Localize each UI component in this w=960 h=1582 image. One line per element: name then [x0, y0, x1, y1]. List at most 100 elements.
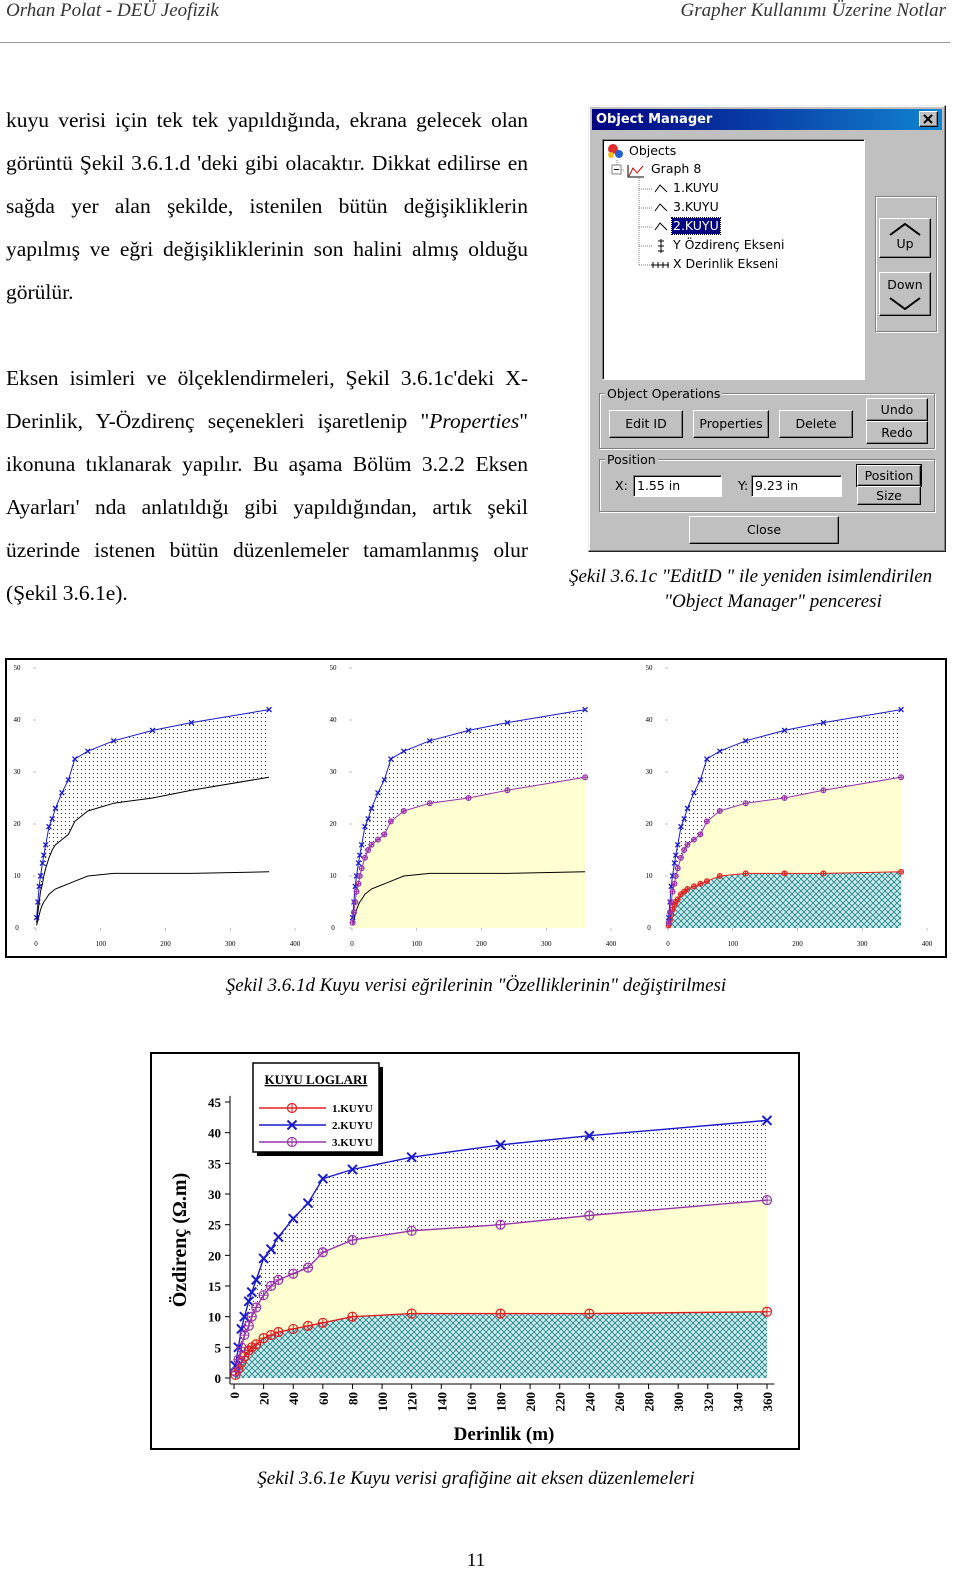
- x-tick-label: 200: [792, 940, 803, 948]
- data-point: [761, 1115, 773, 1126]
- header-right: Grapher Kullanımı Üzerine Notlar: [680, 0, 946, 21]
- data-point: [273, 1231, 284, 1243]
- tree-item-selected[interactable]: 2.KUYU: [671, 217, 721, 235]
- data-point: [681, 815, 688, 822]
- data-point: [406, 1225, 417, 1236]
- size-button[interactable]: Size: [857, 486, 921, 505]
- y-tick-label: 45: [208, 1095, 222, 1110]
- series-line: [36, 709, 270, 918]
- data-point: [243, 1296, 255, 1307]
- data-point: [59, 789, 65, 796]
- data-point: [426, 800, 433, 807]
- data-point: [504, 787, 511, 794]
- edit-id-button[interactable]: Edit ID: [609, 410, 683, 438]
- tree-item[interactable]: Objects: [629, 143, 677, 158]
- y-tick-label: 35: [208, 1156, 222, 1171]
- x-tick-label: 300: [541, 940, 552, 948]
- marker-cross: [666, 920, 672, 926]
- data-point: [703, 756, 710, 762]
- marker-x: [356, 852, 363, 859]
- x-tick-label: 340: [730, 1392, 745, 1412]
- data-point: [265, 1244, 277, 1255]
- data-point: [465, 794, 472, 801]
- data-point: [742, 737, 749, 744]
- data-point: [584, 1130, 595, 1141]
- marker-cross: [287, 1137, 297, 1147]
- tree-item[interactable]: 1.KUYU: [673, 180, 719, 195]
- data-point: [358, 865, 365, 872]
- y-tick-label: 10: [208, 1310, 221, 1325]
- y-tick-label: 0: [215, 1371, 222, 1386]
- fill-area: [352, 709, 586, 923]
- data-point: [365, 815, 372, 822]
- tree-item[interactable]: Graph 8: [651, 161, 702, 176]
- marker-cross: [407, 1309, 417, 1319]
- tree-item[interactable]: 3.KUYU: [673, 199, 719, 214]
- x-tick-label: 160: [464, 1392, 479, 1412]
- marker-cross: [782, 871, 787, 876]
- marker-cross: [365, 847, 371, 853]
- marker-cross: [273, 1327, 283, 1337]
- data-point: [716, 748, 723, 755]
- marker-x: [387, 756, 394, 762]
- series-line: [36, 871, 270, 926]
- close-icon[interactable]: [919, 111, 938, 127]
- undo-button[interactable]: Undo: [866, 398, 928, 421]
- properties-button[interactable]: Properties: [693, 410, 769, 438]
- paragraph: Eksen isimleri ve ölçeklendirmeleri, Şek…: [6, 357, 528, 615]
- marker-x: [375, 789, 381, 796]
- data-point: [465, 727, 472, 734]
- marker-cross: [259, 1333, 269, 1343]
- x-tick-label: 100: [375, 1392, 390, 1412]
- redo-button[interactable]: Redo: [866, 421, 928, 444]
- x-tick-label: 300: [225, 940, 236, 948]
- up-button[interactable]: Up: [879, 218, 931, 258]
- marker-x: [266, 706, 272, 713]
- data-point: [426, 737, 433, 744]
- data-point: [671, 860, 678, 866]
- marker-cross: [685, 886, 690, 892]
- x-tick-label: 80: [345, 1392, 360, 1405]
- marker-cross: [670, 889, 675, 894]
- x-tick-label: 120: [405, 1392, 420, 1412]
- tree-item[interactable]: Y Özdirenç Ekseni: [673, 237, 785, 252]
- legend-label: 3.KUYU: [332, 1137, 373, 1149]
- down-button[interactable]: Down: [879, 272, 931, 316]
- fill-area: [352, 777, 586, 928]
- marker-cross: [782, 795, 787, 801]
- down-arrow: [889, 297, 921, 311]
- tree-item[interactable]: X Derinlik Ekseni: [673, 256, 779, 271]
- marker-cross: [273, 1275, 283, 1285]
- x-field[interactable]: 1.55 in: [633, 475, 722, 497]
- data-point: [674, 865, 681, 872]
- delete-button[interactable]: Delete: [779, 410, 853, 438]
- data-point: [239, 1329, 250, 1341]
- marker-cross: [675, 897, 681, 902]
- marker-cross: [668, 899, 674, 905]
- x-tick-label: 0: [227, 1392, 242, 1399]
- data-point: [317, 1317, 328, 1328]
- data-point: [265, 1280, 277, 1292]
- data-point: [781, 870, 788, 877]
- marker-cross: [236, 1342, 246, 1352]
- x-tick-label: 240: [582, 1392, 597, 1412]
- marker-cross: [375, 837, 381, 842]
- close-button[interactable]: Close: [689, 516, 839, 544]
- data-point: [37, 873, 44, 879]
- data-point: [302, 1320, 314, 1331]
- data-point: [691, 789, 697, 796]
- data-point: [742, 870, 749, 877]
- data-point: [288, 1323, 299, 1335]
- text-italic: Properties: [429, 409, 520, 433]
- legend-label: 1.KUYU: [332, 1103, 373, 1115]
- x-tick-label: 180: [494, 1392, 509, 1412]
- y-field[interactable]: 9.23 in: [751, 475, 842, 497]
- x-tick-label: 400: [290, 940, 301, 948]
- y-tick-label: 10: [14, 872, 22, 880]
- data-point: [716, 807, 723, 814]
- position-button[interactable]: Position: [856, 464, 922, 487]
- marker-x: [691, 789, 697, 796]
- data-point: [703, 878, 710, 885]
- data-point: [233, 1354, 244, 1365]
- marker-x: [59, 789, 65, 796]
